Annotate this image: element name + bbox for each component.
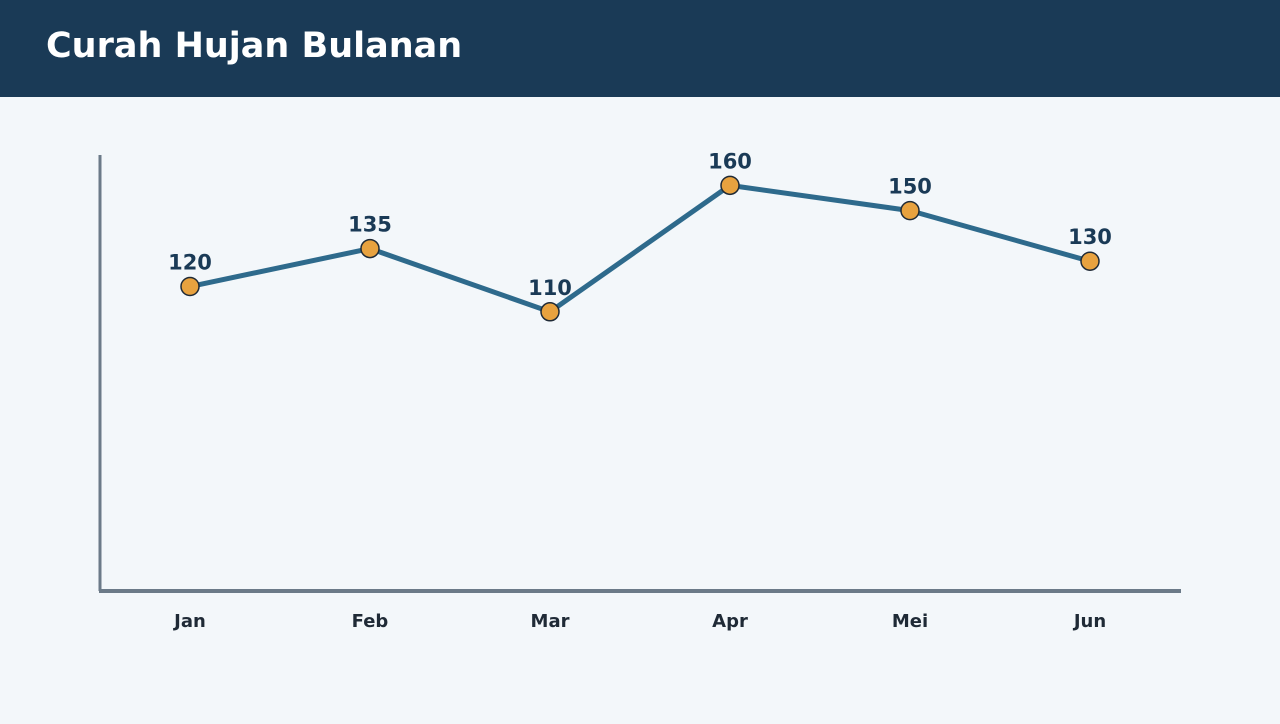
x-tick-label: Mar: [531, 611, 570, 632]
data-point: [900, 200, 920, 221]
data-label: 130: [1068, 225, 1112, 249]
x-tick-label: Feb: [352, 611, 389, 632]
data-point: [1080, 251, 1100, 271]
x-tick-label: Apr: [712, 611, 748, 632]
data-label: 160: [708, 149, 752, 173]
data-point: [360, 238, 380, 259]
x-tick-label: Jun: [1072, 611, 1106, 632]
data-label: 120: [168, 251, 212, 275]
data-label: 110: [528, 276, 572, 300]
data-point: [180, 276, 200, 297]
data-label: 135: [348, 213, 392, 237]
data-line: [189, 182, 1091, 315]
data-point: [540, 302, 560, 322]
chart-title: Curah Hujan Bulanan: [46, 26, 462, 66]
header-bar: [0, 0, 1280, 97]
x-tick-label: Mei: [892, 611, 928, 632]
data-label: 150: [888, 175, 932, 199]
data-point: [720, 175, 740, 196]
x-tick-label: Jan: [172, 611, 206, 632]
